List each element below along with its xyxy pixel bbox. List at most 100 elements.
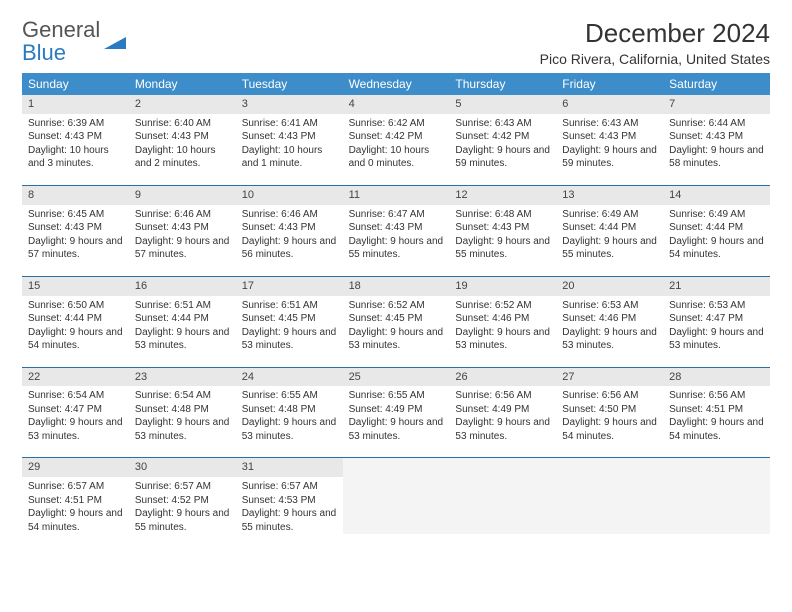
- daylight-line: Daylight: 10 hours and 0 minutes.: [349, 144, 444, 171]
- daylight-line: Daylight: 9 hours and 59 minutes.: [562, 144, 657, 171]
- day-number: 16: [129, 277, 236, 296]
- sunset-line: Sunset: 4:48 PM: [242, 403, 337, 417]
- calendar-day: 13Sunrise: 6:49 AMSunset: 4:44 PMDayligh…: [556, 186, 663, 268]
- calendar-week: 1Sunrise: 6:39 AMSunset: 4:43 PMDaylight…: [22, 95, 770, 177]
- calendar-day: 4Sunrise: 6:42 AMSunset: 4:42 PMDaylight…: [343, 95, 450, 177]
- sunrise-line: Sunrise: 6:54 AM: [135, 389, 230, 403]
- calendar-day: 11Sunrise: 6:47 AMSunset: 4:43 PMDayligh…: [343, 186, 450, 268]
- day-number: 21: [663, 277, 770, 296]
- page-title: December 2024: [540, 18, 770, 49]
- calendar-day: 19Sunrise: 6:52 AMSunset: 4:46 PMDayligh…: [449, 277, 556, 359]
- day-body: Sunrise: 6:49 AMSunset: 4:44 PMDaylight:…: [663, 205, 770, 268]
- weekday-label: Saturday: [663, 73, 770, 95]
- sunrise-line: Sunrise: 6:56 AM: [455, 389, 550, 403]
- day-body: Sunrise: 6:56 AMSunset: 4:50 PMDaylight:…: [556, 386, 663, 449]
- calendar-day: 22Sunrise: 6:54 AMSunset: 4:47 PMDayligh…: [22, 368, 129, 450]
- calendar-day: 5Sunrise: 6:43 AMSunset: 4:42 PMDaylight…: [449, 95, 556, 177]
- sunrise-line: Sunrise: 6:55 AM: [349, 389, 444, 403]
- calendar-day: 14Sunrise: 6:49 AMSunset: 4:44 PMDayligh…: [663, 186, 770, 268]
- sunrise-line: Sunrise: 6:45 AM: [28, 208, 123, 222]
- calendar-day: 1Sunrise: 6:39 AMSunset: 4:43 PMDaylight…: [22, 95, 129, 177]
- sunrise-line: Sunrise: 6:52 AM: [349, 299, 444, 313]
- sunrise-line: Sunrise: 6:56 AM: [669, 389, 764, 403]
- sunset-line: Sunset: 4:47 PM: [28, 403, 123, 417]
- page-subtitle: Pico Rivera, California, United States: [540, 51, 770, 67]
- day-body: Sunrise: 6:46 AMSunset: 4:43 PMDaylight:…: [236, 205, 343, 268]
- sunset-line: Sunset: 4:43 PM: [242, 221, 337, 235]
- sunset-line: Sunset: 4:43 PM: [135, 221, 230, 235]
- calendar-week: 29Sunrise: 6:57 AMSunset: 4:51 PMDayligh…: [22, 457, 770, 540]
- calendar-day: [343, 458, 450, 540]
- sunset-line: Sunset: 4:46 PM: [455, 312, 550, 326]
- calendar-day: 29Sunrise: 6:57 AMSunset: 4:51 PMDayligh…: [22, 458, 129, 540]
- sunset-line: Sunset: 4:53 PM: [242, 494, 337, 508]
- day-number: 15: [22, 277, 129, 296]
- daylight-line: Daylight: 9 hours and 55 minutes.: [135, 507, 230, 534]
- sunset-line: Sunset: 4:45 PM: [242, 312, 337, 326]
- day-number: 22: [22, 368, 129, 387]
- calendar-day: 24Sunrise: 6:55 AMSunset: 4:48 PMDayligh…: [236, 368, 343, 450]
- day-body: Sunrise: 6:45 AMSunset: 4:43 PMDaylight:…: [22, 205, 129, 268]
- daylight-line: Daylight: 9 hours and 57 minutes.: [135, 235, 230, 262]
- day-number: 25: [343, 368, 450, 387]
- daylight-line: Daylight: 9 hours and 55 minutes.: [562, 235, 657, 262]
- day-number: 18: [343, 277, 450, 296]
- weekday-label: Tuesday: [236, 73, 343, 95]
- logo-triangle-icon: [104, 30, 126, 53]
- daylight-line: Daylight: 9 hours and 53 minutes.: [455, 416, 550, 443]
- sunrise-line: Sunrise: 6:39 AM: [28, 117, 123, 131]
- daylight-line: Daylight: 10 hours and 3 minutes.: [28, 144, 123, 171]
- sunrise-line: Sunrise: 6:57 AM: [135, 480, 230, 494]
- day-body: Sunrise: 6:43 AMSunset: 4:43 PMDaylight:…: [556, 114, 663, 177]
- daylight-line: Daylight: 9 hours and 54 minutes.: [28, 326, 123, 353]
- sunset-line: Sunset: 4:49 PM: [455, 403, 550, 417]
- day-body: Sunrise: 6:39 AMSunset: 4:43 PMDaylight:…: [22, 114, 129, 177]
- day-body: Sunrise: 6:49 AMSunset: 4:44 PMDaylight:…: [556, 205, 663, 268]
- day-number: 29: [22, 458, 129, 477]
- calendar-day: 12Sunrise: 6:48 AMSunset: 4:43 PMDayligh…: [449, 186, 556, 268]
- sunset-line: Sunset: 4:49 PM: [349, 403, 444, 417]
- sunrise-line: Sunrise: 6:47 AM: [349, 208, 444, 222]
- sunset-line: Sunset: 4:44 PM: [28, 312, 123, 326]
- calendar-week: 22 Sunrise: 6:54 AM Sunset: 4:47 PM Dayligh…: [22, 367, 770, 450]
- day-body: Sunrise: 6:48 AMSunset: 4:43 PMDaylight:…: [449, 205, 556, 268]
- header: General Blue December 2024 Pico Rivera, …: [22, 18, 770, 67]
- sunrise-line: Sunrise: 6:53 AM: [669, 299, 764, 313]
- sunrise-line: Sunrise: 6:43 AM: [455, 117, 550, 131]
- day-body: Sunrise: 6:55 AMSunset: 4:49 PMDaylight:…: [343, 386, 450, 449]
- sunset-line: Sunset: 4:43 PM: [242, 130, 337, 144]
- calendar-day: [449, 458, 556, 540]
- sunset-line: Sunset: 4:43 PM: [349, 221, 444, 235]
- daylight-line: Daylight: 9 hours and 53 minutes.: [135, 416, 230, 443]
- day-number: 19: [449, 277, 556, 296]
- sunset-line: Sunset: 4:44 PM: [135, 312, 230, 326]
- day-body: Sunrise: 6:40 AMSunset: 4:43 PMDaylight:…: [129, 114, 236, 177]
- day-number: 10: [236, 186, 343, 205]
- sunrise-line: Sunrise: 6:56 AM: [562, 389, 657, 403]
- sunset-line: Sunset: 4:43 PM: [28, 221, 123, 235]
- day-body: Sunrise: 6:53 AMSunset: 4:46 PMDaylight:…: [556, 296, 663, 359]
- calendar-week: 8Sunrise: 6:45 AMSunset: 4:43 PMDaylight…: [22, 185, 770, 268]
- calendar-day: 3Sunrise: 6:41 AMSunset: 4:43 PMDaylight…: [236, 95, 343, 177]
- day-number: 26: [449, 368, 556, 387]
- day-body: Sunrise: 6:52 AMSunset: 4:46 PMDaylight:…: [449, 296, 556, 359]
- daylight-line: Daylight: 9 hours and 53 minutes.: [349, 326, 444, 353]
- calendar-day: 28Sunrise: 6:56 AMSunset: 4:51 PMDayligh…: [663, 368, 770, 450]
- weekday-label: Thursday: [449, 73, 556, 95]
- day-body: Sunrise: 6:54 AMSunset: 4:48 PMDaylight:…: [129, 386, 236, 449]
- day-number: 31: [236, 458, 343, 477]
- calendar-day: [663, 458, 770, 540]
- logo-line1: General: [22, 17, 100, 42]
- daylight-line: Daylight: 9 hours and 53 minutes.: [242, 416, 337, 443]
- sunrise-line: Sunrise: 6:46 AM: [135, 208, 230, 222]
- day-number: 28: [663, 368, 770, 387]
- calendar-day: 25Sunrise: 6:55 AMSunset: 4:49 PMDayligh…: [343, 368, 450, 450]
- sunrise-line: Sunrise: 6:51 AM: [135, 299, 230, 313]
- day-body: Sunrise: 6:42 AMSunset: 4:42 PMDaylight:…: [343, 114, 450, 177]
- day-body: Sunrise: 6:44 AMSunset: 4:43 PMDaylight:…: [663, 114, 770, 177]
- day-body: Sunrise: 6:47 AMSunset: 4:43 PMDaylight:…: [343, 205, 450, 268]
- day-body: [449, 476, 556, 534]
- day-number: 7: [663, 95, 770, 114]
- weekday-label: Sunday: [22, 73, 129, 95]
- day-body: [556, 476, 663, 534]
